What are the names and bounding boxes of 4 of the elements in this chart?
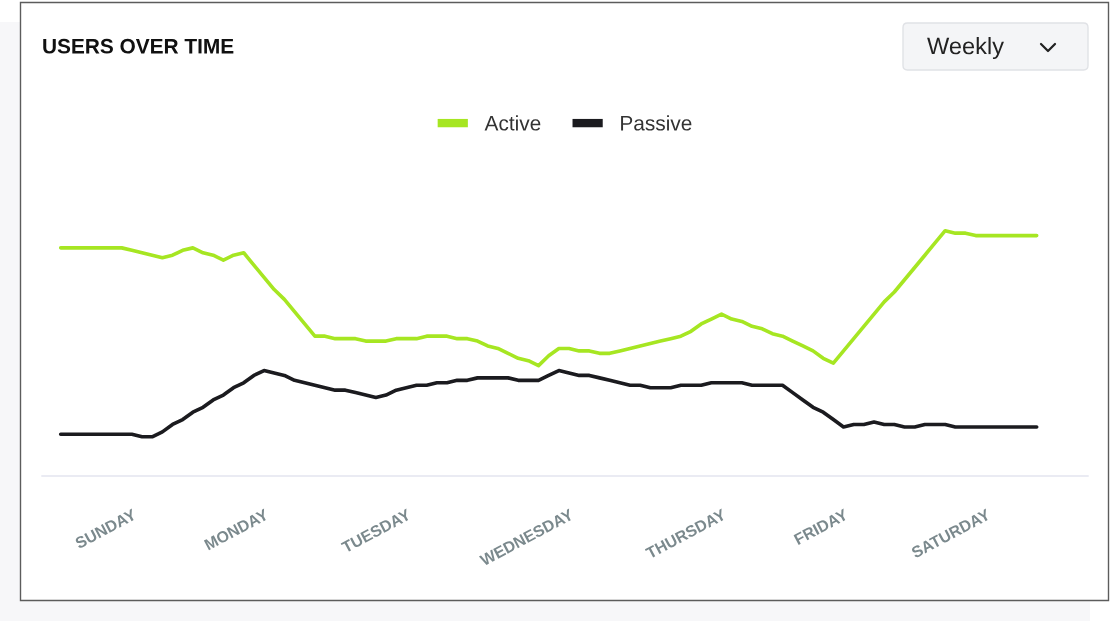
- legend-label: Passive: [621, 115, 692, 131]
- chart-title: USERS OVER TIME: [43, 38, 234, 54]
- text: Weekly: [927, 37, 1004, 59]
- legend-label: Active: [484, 115, 541, 131]
